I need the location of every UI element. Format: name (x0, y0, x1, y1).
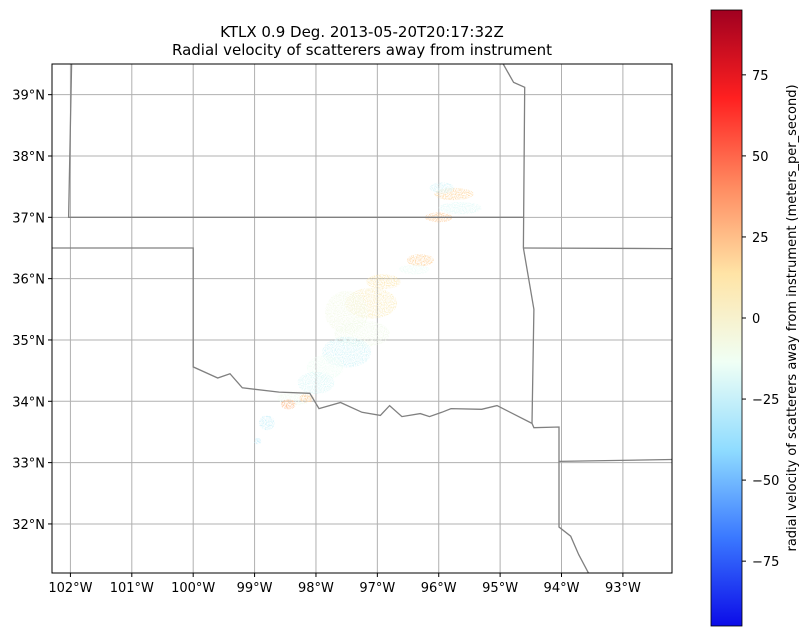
latitude-axis: 32°N 33°N 34°N 35°N 36°N 37°N 38°N 39°N (12, 89, 52, 533)
colorbar-tick-label: −75 (752, 555, 779, 570)
velocity-echo (299, 393, 315, 403)
velocity-echo (253, 438, 262, 445)
longitude-tick-label: 97°W (359, 581, 395, 596)
longitude-tick-label: 100°W (171, 581, 215, 596)
latitude-tick-label: 37°N (12, 211, 45, 226)
colorbar-tick-label: −25 (752, 393, 779, 408)
velocity-echo (406, 254, 434, 267)
state-border-line (502, 64, 535, 424)
latitude-tick-label: 32°N (12, 518, 45, 533)
colorbar-tick-label: 0 (752, 312, 760, 327)
state-border-line (558, 461, 590, 573)
colorbar-tick-label: 50 (752, 150, 769, 165)
colorbar-tick-label: 75 (752, 69, 769, 84)
longitude-tick-label: 93°W (605, 581, 641, 596)
colorbar-tick-label: 25 (752, 231, 769, 246)
latitude-tick-label: 35°N (12, 334, 45, 349)
state-borders (52, 64, 672, 573)
colorbar-tick-label: −50 (752, 474, 779, 489)
longitude-tick-label: 96°W (421, 581, 457, 596)
velocity-echo (438, 201, 482, 215)
longitude-tick-label: 99°W (237, 581, 273, 596)
latitude-tick-label: 38°N (12, 150, 45, 165)
velocity-echo (297, 371, 335, 394)
longitude-axis: 102°W 101°W 100°W 99°W 98°W 97°W 96°W 95°W 94°W 9… (48, 573, 641, 596)
velocity-echo (258, 415, 275, 431)
state-border-line (523, 247, 672, 250)
velocity-echo (366, 274, 401, 290)
velocity-echo (398, 264, 430, 275)
map-frame (51, 63, 673, 574)
velocity-echo (429, 182, 455, 194)
latitude-tick-label: 36°N (12, 273, 45, 288)
longitude-tick-label: 94°W (544, 581, 580, 596)
velocity-echo (280, 399, 296, 410)
latitude-tick-label: 33°N (12, 457, 45, 472)
latitude-tick-label: 34°N (12, 395, 45, 410)
map-gridlines (52, 64, 672, 573)
longitude-tick-label: 102°W (48, 581, 92, 596)
colorbar-ticks: 75 50 25 0 −25 −50 −75 (742, 69, 779, 570)
colorbar-label: radial velocity of scatterers away from … (785, 84, 800, 551)
state-border-line (67, 64, 524, 218)
chart-subtitle: Radial velocity of scatterers away from … (171, 41, 553, 59)
longitude-tick-label: 101°W (110, 581, 154, 596)
radar-echoes (253, 182, 482, 445)
chart-title: KTLX 0.9 Deg. 2013-05-20T20:17:32Z (220, 23, 504, 41)
colorbar (710, 9, 743, 627)
longitude-tick-label: 98°W (298, 581, 334, 596)
longitude-tick-label: 95°W (482, 581, 518, 596)
latitude-tick-label: 39°N (12, 89, 45, 104)
